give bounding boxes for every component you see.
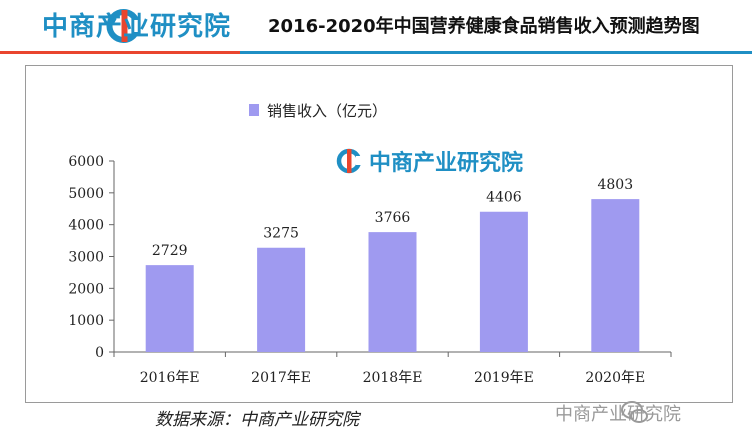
brand-name: 中商产业研究院	[42, 12, 232, 42]
y-tick-label: 4000	[68, 218, 104, 234]
y-tick-label: 3000	[68, 250, 104, 266]
page-title: 2016-2020年中国营养健康食品销售收入预测趋势图	[268, 16, 700, 37]
bar-value-label: 4406	[486, 190, 522, 206]
y-tick-label: 6000	[68, 154, 104, 170]
bar-value-label: 4803	[597, 177, 633, 193]
bars: 2729 3275 3766 4406 4803	[145, 177, 640, 352]
x-tick-label: 2016年E	[140, 370, 200, 386]
brand-logo-icon	[106, 9, 144, 43]
legend-swatch	[249, 104, 259, 116]
x-tick-label: 2020年E	[585, 370, 645, 386]
x-tick-label: 2019年E	[474, 370, 534, 386]
chart-frame: 销售收入（亿元） 中商产业研究院 0 1000 2000 3000 4000 5000 60…	[25, 65, 733, 403]
legend-label: 销售收入（亿元）	[267, 102, 387, 120]
x-tick-label: 2018年E	[363, 370, 423, 386]
x-tick-label: 2017年E	[251, 370, 311, 386]
bar-value-label: 3766	[375, 210, 411, 226]
y-tick-label: 2000	[68, 281, 104, 297]
bar	[368, 232, 417, 352]
y-tick-label: 0	[95, 345, 104, 361]
y-axis: 0 1000 2000 3000 4000 5000 6000	[68, 154, 115, 361]
legend: 销售收入（亿元）	[249, 102, 387, 120]
wechat-icon	[621, 401, 648, 423]
header-divider-accent	[0, 51, 240, 54]
watermark-logo-icon	[336, 148, 363, 174]
bar	[145, 265, 194, 352]
bar-value-label: 3275	[263, 226, 299, 242]
bar-value-label: 2729	[152, 243, 188, 259]
header: 中商产业研究院 2016-2020年中国营养健康食品销售收入预测趋势图	[0, 0, 752, 54]
chart-watermark: 中商产业研究院	[336, 148, 523, 176]
x-axis: 2016年E 2017年E 2018年E 2019年E 2020年E	[113, 351, 672, 386]
chart: 销售收入（亿元） 中商产业研究院 0 1000 2000 3000 4000 5000 60…	[68, 102, 672, 386]
bar	[479, 211, 528, 352]
y-tick-label: 5000	[68, 186, 104, 202]
bar	[591, 199, 640, 352]
bar	[257, 247, 306, 352]
source-note: 数据来源：中商产业研究院	[155, 410, 359, 430]
wechat-account: 中商产业研究院	[555, 404, 681, 425]
header-divider	[0, 51, 752, 54]
y-tick-label: 1000	[68, 313, 104, 329]
watermark-text: 中商产业研究院	[369, 150, 523, 176]
